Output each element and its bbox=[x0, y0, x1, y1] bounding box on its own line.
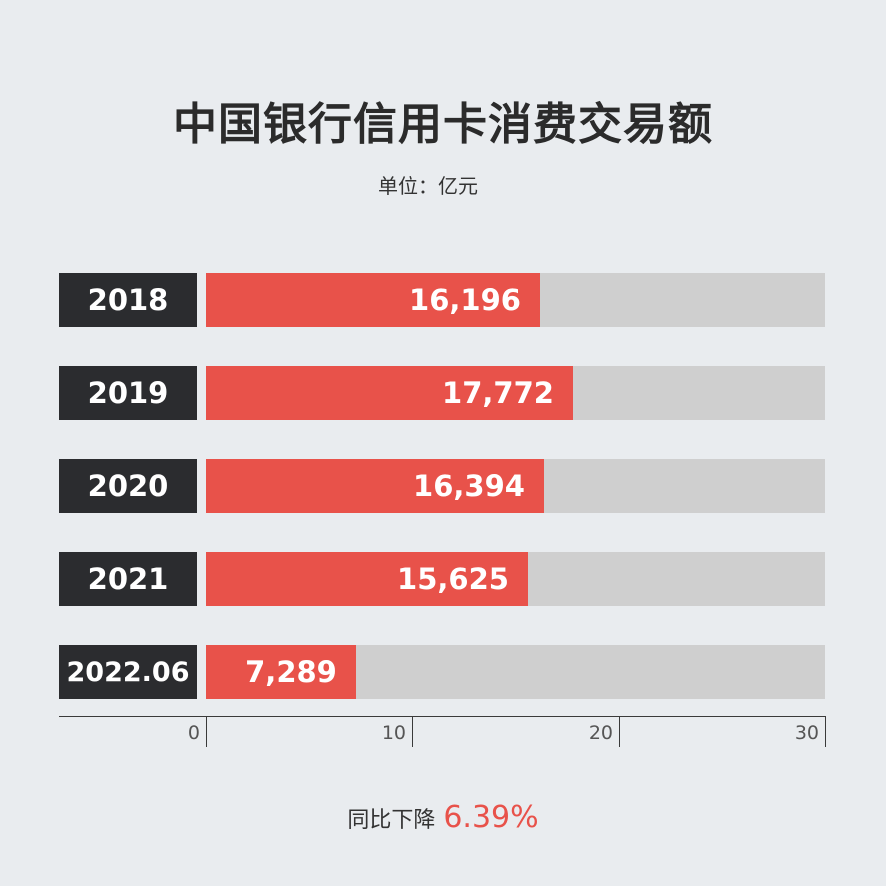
yoy-value: 6.39% bbox=[443, 800, 539, 835]
yoy-label: 同比下降 bbox=[347, 808, 436, 833]
category-label: 2018 bbox=[59, 273, 197, 327]
bar bbox=[206, 552, 528, 606]
yoy-summary: 同比下降 6.39% bbox=[0, 800, 886, 835]
chart-title: 中国银行信用卡消费交易额 bbox=[173, 99, 713, 150]
bar-value-label: 15,625 bbox=[397, 562, 509, 596]
category-label: 2021 bbox=[59, 552, 197, 606]
x-tick-label: 30 bbox=[794, 722, 819, 744]
category-label: 2019 bbox=[59, 366, 197, 420]
x-tick-label: 0 bbox=[187, 722, 200, 744]
bar bbox=[206, 459, 544, 513]
category-label: 2020 bbox=[59, 459, 197, 513]
bar-value-label: 16,196 bbox=[409, 283, 521, 317]
category-label: 2022.06 bbox=[59, 645, 197, 699]
x-tick bbox=[619, 716, 620, 747]
x-tick bbox=[825, 716, 826, 747]
x-tick bbox=[412, 716, 413, 747]
x-axis-line bbox=[59, 716, 825, 717]
bar bbox=[206, 366, 573, 420]
bar-value-label: 16,394 bbox=[413, 469, 525, 503]
x-tick bbox=[206, 716, 207, 747]
x-tick-label: 10 bbox=[381, 722, 406, 744]
bar-value-label: 7,289 bbox=[245, 655, 337, 689]
x-tick-label: 20 bbox=[588, 722, 613, 744]
bar bbox=[206, 273, 540, 327]
bar bbox=[206, 645, 356, 699]
unit-label: 单位：亿元 bbox=[378, 174, 478, 198]
bar-value-label: 17,772 bbox=[442, 376, 554, 410]
